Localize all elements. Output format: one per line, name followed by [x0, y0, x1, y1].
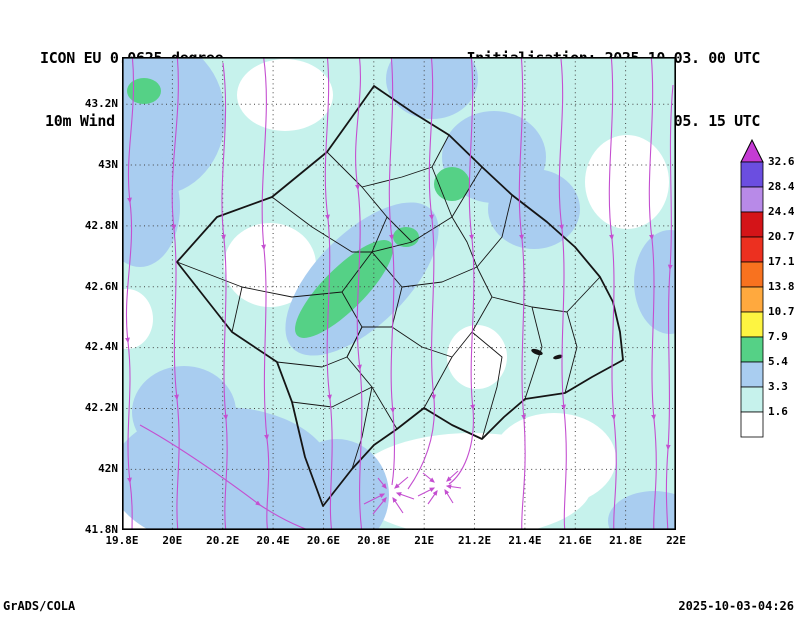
wind-convergence-arrows	[363, 470, 462, 515]
lat-tick-label: 43N	[98, 157, 118, 171]
lon-tick-label: 21E	[414, 534, 435, 547]
lat-tick-label: 41.8N	[84, 523, 118, 536]
colorbar-tick-label: 5.4	[768, 355, 788, 368]
lon-tick-label: 21.6E	[558, 534, 592, 547]
colorbar-tick-label: 17.1	[768, 255, 795, 268]
country-border	[176, 85, 624, 507]
colorbar-tick-label: 13.8	[768, 280, 795, 293]
lon-tick-label: 20E	[162, 534, 183, 547]
colorbar-tick-label: 20.7	[768, 230, 795, 243]
colorbar-tick-label: 7.9	[768, 330, 788, 343]
grads-credit: GrADS/COLA	[3, 599, 76, 613]
lon-tick-label: 20.6E	[306, 534, 341, 547]
colorbar-tick-label: 24.4	[768, 205, 795, 218]
lat-tick-label: 42.8N	[84, 218, 118, 232]
colorbar-tick-label: 32.6	[768, 155, 795, 168]
map-plot-area	[122, 57, 677, 530]
lat-tick-label: 42N	[98, 462, 118, 476]
lon-tick-label: 21.4E	[508, 534, 542, 547]
lon-tick-label: 22E	[666, 534, 686, 547]
colorbar-legend	[739, 138, 765, 445]
lat-tick-label: 43.2N	[84, 97, 118, 111]
administrative-borders	[176, 85, 624, 507]
wind-map-canvas	[122, 57, 677, 530]
creation-timestamp: 2025-10-03-04:26	[678, 599, 794, 613]
colorbar-swatches	[740, 138, 764, 438]
lon-tick-label: 19.8E	[105, 534, 139, 547]
colorbar-tick-label: 1.6	[768, 405, 788, 418]
map-frame	[122, 57, 677, 530]
wind-streamlines	[125, 57, 674, 530]
colorbar-tick-label: 28.4	[768, 180, 795, 193]
lon-tick-label: 20.2E	[206, 534, 240, 547]
lon-tick-label: 20.4E	[256, 534, 290, 547]
lat-tick-label: 42.6N	[84, 279, 118, 293]
lon-tick-label: 20.8E	[357, 534, 391, 547]
colorbar-tick-label: 3.3	[768, 380, 788, 393]
municipality-borders	[176, 134, 601, 470]
colorbar-tick-label: 10.7	[768, 305, 795, 318]
lon-tick-label: 21.2E	[457, 534, 492, 547]
lon-tick-label: 21.8E	[609, 534, 643, 547]
lat-tick-label: 42.4N	[84, 340, 118, 354]
lat-tick-label: 42.2N	[84, 401, 118, 415]
